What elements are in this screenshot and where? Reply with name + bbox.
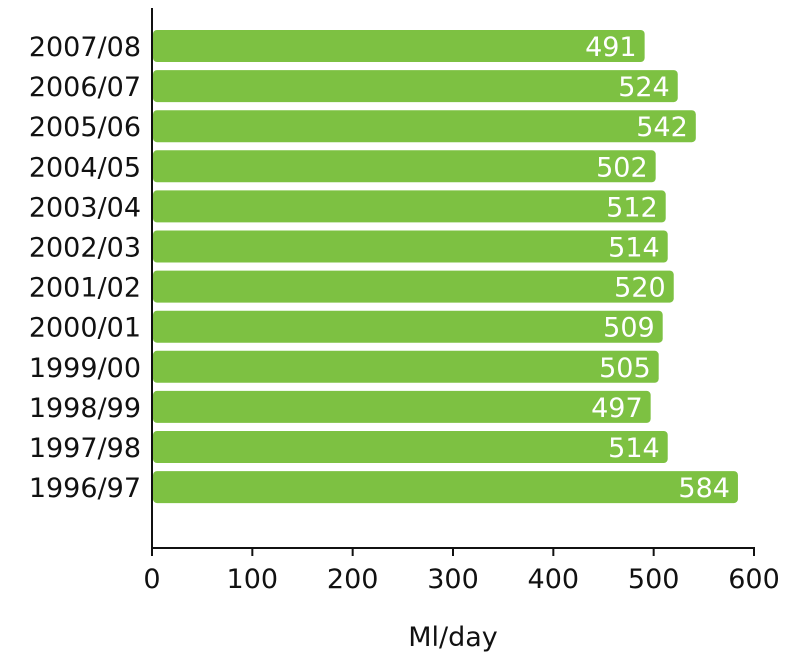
bar-2006-07: [153, 70, 678, 103]
category-label-1997-98: 1997/98: [29, 433, 141, 464]
data-label-2000-01: 509: [603, 313, 655, 344]
bar-2007-08: [153, 30, 645, 62]
category-label-2005-06: 2005/06: [29, 112, 141, 143]
data-label-2007-08: 491: [585, 32, 637, 63]
category-labels-layer: 2007/08 2006/07 2005/06 2004/05 2003/04 2002/…: [29, 32, 141, 504]
data-label-1998-99: 497: [591, 393, 643, 424]
data-label-2001-02: 520: [614, 273, 666, 304]
category-label-2000-01: 2000/01: [29, 313, 141, 344]
x-axis-title: Ml/day: [408, 622, 498, 653]
category-label-2001-02: 2001/02: [29, 273, 141, 304]
category-label-1999-00: 1999/00: [29, 353, 141, 384]
x-tick-label-600: 600: [728, 564, 780, 595]
category-label-1998-99: 1998/99: [29, 393, 141, 424]
data-label-1997-98: 514: [608, 433, 660, 464]
bars-layer: 491 524 542 502 512 514 520 509 505 497 514 584: [153, 30, 738, 504]
x-tick-label-100: 100: [227, 564, 279, 595]
category-label-1996-97: 1996/97: [29, 473, 141, 504]
data-label-1999-00: 505: [599, 353, 651, 384]
data-label-2002-03: 514: [608, 233, 660, 264]
x-tick-label-400: 400: [528, 564, 580, 595]
bar-1998-99: [153, 390, 651, 423]
data-label-2006-07: 524: [618, 72, 670, 103]
x-tick-label-300: 300: [427, 564, 479, 595]
data-label-2005-06: 542: [636, 112, 688, 143]
bar-2002-03: [153, 230, 668, 263]
bar-1999-00: [153, 350, 659, 383]
bar-2001-02: [153, 270, 674, 303]
x-tick-label-0: 0: [143, 564, 160, 595]
bar-2005-06: [153, 110, 696, 143]
bar-2004-05: [153, 150, 656, 183]
category-label-2003-04: 2003/04: [29, 192, 141, 223]
x-ticks-layer: 0 100 200 300 400 500 600: [143, 548, 780, 595]
category-label-2006-07: 2006/07: [29, 72, 141, 103]
bar-1997-98: [153, 431, 668, 463]
x-tick-label-200: 200: [327, 564, 379, 595]
data-label-2003-04: 512: [606, 192, 658, 223]
bar-2003-04: [153, 190, 666, 223]
category-label-2004-05: 2004/05: [29, 152, 141, 183]
x-tick-label-500: 500: [628, 564, 680, 595]
data-label-1996-97: 584: [678, 473, 730, 504]
bar-2000-01: [153, 310, 663, 343]
data-label-2004-05: 502: [596, 152, 648, 183]
category-label-2002-03: 2002/03: [29, 233, 141, 264]
category-label-2007-08: 2007/08: [29, 32, 141, 63]
bar-1996-97: [153, 471, 738, 504]
